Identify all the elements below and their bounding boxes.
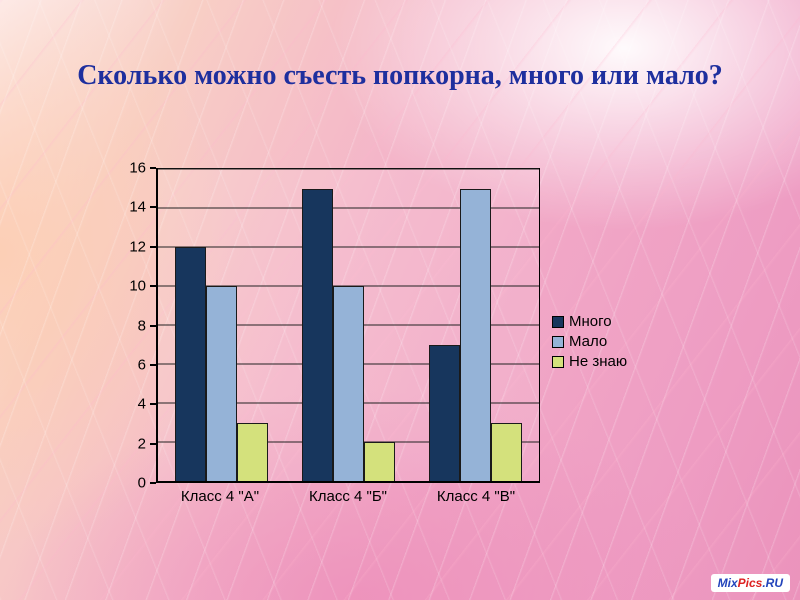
y-tick-label: 16 [129,159,146,177]
y-tick-mark [150,363,156,366]
y-tick-mark [150,167,156,169]
x-tick-label: Класс 4 "В" [436,488,516,505]
legend-swatch [552,335,564,348]
slide-title: Сколько можно съесть попкорна, много или… [77,60,723,91]
legend-label: Много [569,313,612,330]
legend-item: Мало [552,333,650,350]
bar [333,286,364,481]
watermark-part2: Pics [737,576,763,590]
bar-group [158,169,285,481]
watermark-part3: .RU [762,576,783,590]
legend-swatch [552,315,564,328]
bar [302,188,333,481]
y-tick-label: 12 [129,238,146,256]
y-tick-label: 0 [137,474,146,492]
y-tick-mark [150,442,156,445]
y-tick-mark [150,245,156,248]
legend-item: Много [552,313,650,330]
gridline [158,207,539,209]
plot-area [156,168,540,483]
y-tick-label: 6 [137,356,146,374]
x-tick-label: Класс 4 "А" [180,488,260,505]
y-tick-label: 10 [129,277,146,295]
y-tick-label: 14 [129,198,146,216]
watermark-part1: Mix [717,576,738,590]
x-axis-labels: Класс 4 "А" Класс 4 "Б" Класс 4 "В" [156,483,540,515]
y-tick-mark [150,324,156,327]
y-tick-mark [150,285,156,288]
bar-group [412,169,539,481]
legend-label: Мало [569,333,608,350]
y-tick-label: 2 [137,435,146,453]
bar-chart: 0 2 4 6 8 10 12 14 16 Класс 4 "А" Класс 4 "Б" Клас… [120,161,650,515]
y-tick-mark [150,403,156,406]
bar [237,422,268,481]
legend-label: Не знаю [569,353,628,370]
bar [491,422,522,481]
y-axis: 0 2 4 6 8 10 12 14 16 [120,161,156,491]
bar-groups [158,169,539,481]
bar [364,442,395,481]
gridline [158,168,539,170]
y-tick-label: 8 [137,317,146,334]
bar [429,344,460,481]
legend-swatch [552,355,564,368]
bar [460,188,491,481]
y-tick-mark [150,482,156,484]
bar [175,247,206,481]
chart-legend: Много Мало Не знаю [540,168,650,515]
y-tick-mark [150,206,156,209]
gridline [158,246,539,248]
y-tick-label: 4 [137,395,146,413]
bar-group [285,169,412,481]
x-tick-label: Класс 4 "Б" [308,488,387,505]
legend-item: Не знаю [552,353,650,370]
watermark: MixPics.RU [710,574,790,592]
bar [206,286,237,481]
